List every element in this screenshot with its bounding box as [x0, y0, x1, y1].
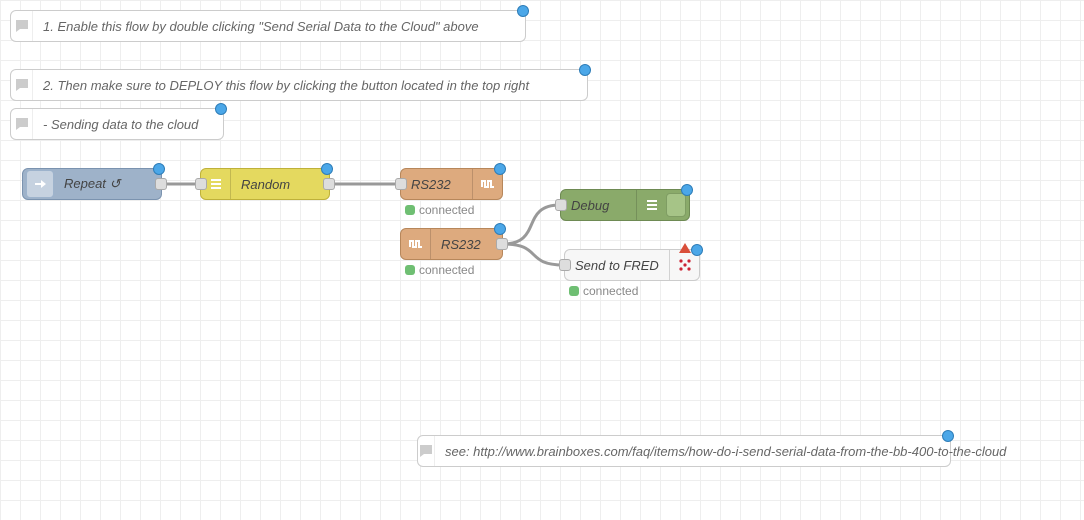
output-port[interactable]: [155, 178, 167, 190]
changed-indicator: [321, 163, 333, 175]
input-port[interactable]: [559, 259, 571, 271]
changed-indicator: [215, 103, 227, 115]
node-label: RS232: [401, 177, 461, 192]
output-port[interactable]: [496, 238, 508, 250]
status-dot: [405, 205, 415, 215]
node-label: RS232: [431, 237, 491, 252]
comment-icon: [11, 109, 33, 139]
comment-text: 2. Then make sure to DEPLOY this flow by…: [33, 78, 539, 93]
comment-text: see: http://www.brainboxes.com/faq/items…: [435, 444, 1016, 459]
changed-indicator: [517, 5, 529, 17]
status-row: connected: [569, 284, 638, 298]
comment-icon: [11, 11, 33, 41]
node-label: Send to FRED: [565, 258, 669, 273]
changed-indicator: [153, 163, 165, 175]
node-random[interactable]: Random: [200, 168, 330, 200]
comment-1[interactable]: 1. Enable this flow by double clicking "…: [10, 10, 526, 42]
changed-indicator: [691, 244, 703, 256]
comment-icon: [11, 70, 33, 100]
node-label: Repeat ↺: [54, 176, 130, 192]
input-port[interactable]: [395, 178, 407, 190]
node-rs232-in[interactable]: RS232 connected: [400, 228, 503, 260]
changed-indicator: [494, 163, 506, 175]
changed-indicator: [494, 223, 506, 235]
node-label: Debug: [561, 198, 636, 213]
output-port[interactable]: [323, 178, 335, 190]
comment-text: 1. Enable this flow by double clicking "…: [33, 19, 489, 34]
debug-icon: [636, 190, 666, 220]
status-dot: [569, 286, 579, 296]
status-dot: [405, 265, 415, 275]
inject-button[interactable]: [26, 170, 54, 198]
flow-canvas[interactable]: 1. Enable this flow by double clicking "…: [0, 0, 1084, 520]
changed-indicator: [579, 64, 591, 76]
changed-indicator: [942, 430, 954, 442]
input-port[interactable]: [555, 199, 567, 211]
status-text: connected: [419, 203, 474, 217]
comment-text: - Sending data to the cloud: [33, 117, 208, 132]
node-label: Random: [231, 177, 300, 192]
status-text: connected: [419, 263, 474, 277]
input-port[interactable]: [195, 178, 207, 190]
changed-indicator: [681, 184, 693, 196]
comment-3[interactable]: - Sending data to the cloud: [10, 108, 224, 140]
comment-footer[interactable]: see: http://www.brainboxes.com/faq/items…: [417, 435, 951, 467]
debug-toggle-button[interactable]: [666, 193, 686, 217]
arrow-right-icon: [32, 176, 48, 192]
status-text: connected: [583, 284, 638, 298]
comment-icon: [418, 436, 435, 466]
node-rs232-out[interactable]: RS232 connected: [400, 168, 503, 200]
node-send-to-fred[interactable]: Send to FRED connected: [564, 249, 700, 281]
error-indicator: [679, 243, 691, 253]
serial-icon: [401, 229, 431, 259]
status-row: connected: [405, 263, 474, 277]
status-row: connected: [405, 203, 474, 217]
node-repeat[interactable]: Repeat ↺: [22, 168, 162, 200]
comment-2[interactable]: 2. Then make sure to DEPLOY this flow by…: [10, 69, 588, 101]
node-debug[interactable]: Debug: [560, 189, 690, 221]
